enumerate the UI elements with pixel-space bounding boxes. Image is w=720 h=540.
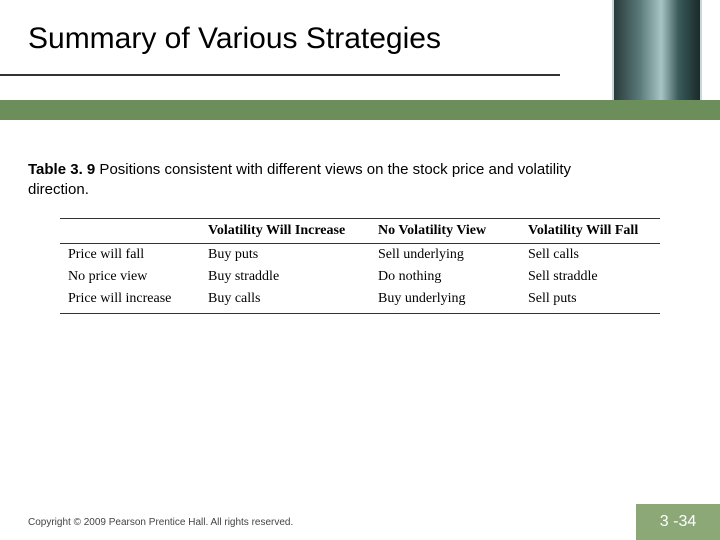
cell: Price will increase [60, 288, 200, 314]
cell: Do nothing [370, 266, 520, 288]
cell: Buy puts [200, 244, 370, 267]
col-header [60, 219, 200, 244]
cell: Sell puts [520, 288, 660, 314]
cell: Sell underlying [370, 244, 520, 267]
col-header: Volatility Will Increase [200, 219, 370, 244]
col-header: Volatility Will Fall [520, 219, 660, 244]
decorative-tile [612, 0, 702, 100]
cell: Buy calls [200, 288, 370, 314]
cell: Price will fall [60, 244, 200, 267]
table-row: No price view Buy straddle Do nothing Se… [60, 266, 660, 288]
caption-text: Positions consistent with different view… [28, 161, 571, 198]
table-header-row: Volatility Will Increase No Volatility V… [60, 219, 660, 244]
cell: Sell straddle [520, 266, 660, 288]
copyright-footer: Copyright © 2009 Pearson Prentice Hall. … [28, 517, 293, 528]
table: Volatility Will Increase No Volatility V… [60, 218, 660, 314]
cell: Buy underlying [370, 288, 520, 314]
cell: No price view [60, 266, 200, 288]
page-number: 3 -34 [636, 504, 720, 540]
table-caption: Table 3. 9 Positions consistent with dif… [28, 160, 608, 201]
strategies-table: Volatility Will Increase No Volatility V… [60, 218, 660, 314]
caption-label: Table 3. 9 [28, 161, 95, 178]
cell: Buy straddle [200, 266, 370, 288]
page-title: Summary of Various Strategies [28, 22, 441, 56]
col-header: No Volatility View [370, 219, 520, 244]
header: Summary of Various Strategies [0, 0, 720, 128]
table-row: Price will increase Buy calls Buy underl… [60, 288, 660, 314]
title-divider [0, 74, 560, 76]
cell: Sell calls [520, 244, 660, 267]
table-row: Price will fall Buy puts Sell underlying… [60, 244, 660, 267]
header-band [0, 100, 720, 120]
